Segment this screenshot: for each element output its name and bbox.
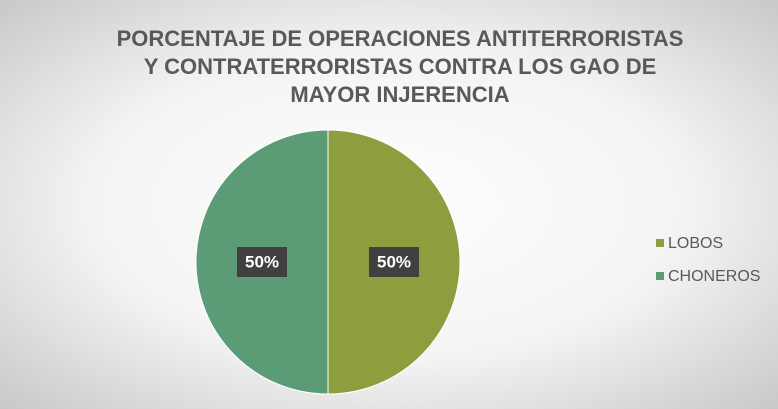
chart-title: PORCENTAJE DE OPERACIONES ANTITERRORISTA… xyxy=(117,26,684,51)
title: PORCENTAJE DE OPERACIONES ANTITERRORISTA… xyxy=(117,26,684,107)
chart-title: Y CONTRATERRORISTAS CONTRA LOS GAO DE xyxy=(144,54,657,79)
legend-swatch xyxy=(656,272,664,280)
data-label-box xyxy=(369,247,419,277)
legend-swatch xyxy=(656,239,664,247)
data-label: 50% xyxy=(245,252,279,271)
data-label-box xyxy=(237,247,287,277)
legend-label: CHONEROS xyxy=(668,268,760,285)
data-label: 50% xyxy=(377,252,411,271)
legend-label: LOBOS xyxy=(668,235,723,252)
chart-title: MAYOR INJERENCIA xyxy=(290,82,509,107)
